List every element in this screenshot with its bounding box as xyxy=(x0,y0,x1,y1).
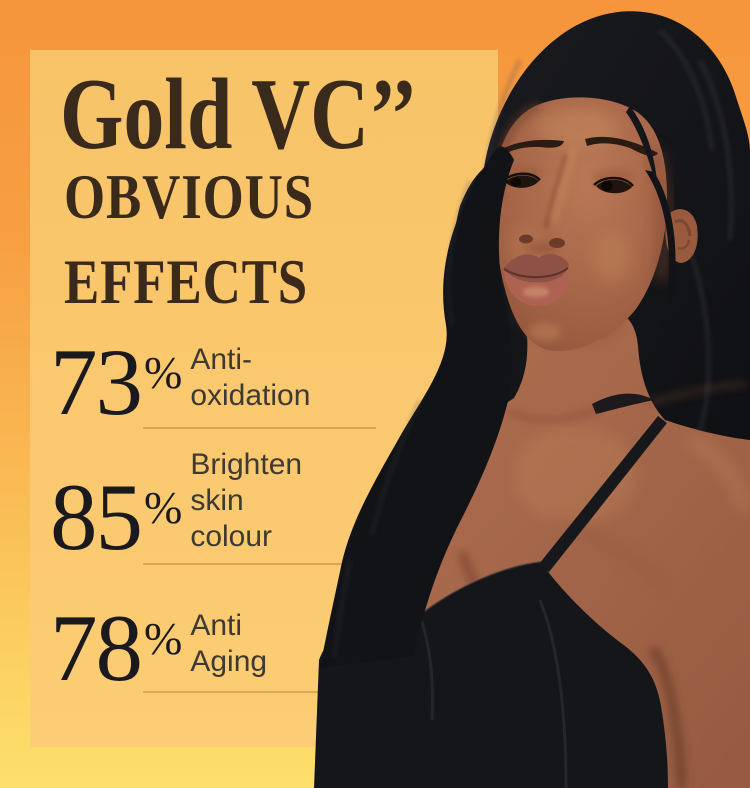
stat-value: 85 xyxy=(50,464,143,570)
stat-divider xyxy=(143,427,376,429)
stat-label-line: colour xyxy=(190,520,273,553)
stat-divider xyxy=(143,691,376,693)
stat-label-line: oxidation xyxy=(190,379,311,412)
stat-brighten-skin: 85 % Brighten skin colour xyxy=(50,448,302,570)
stat-divider xyxy=(143,563,376,565)
stat-label-line: Brighten xyxy=(190,448,303,481)
stat-label-line: Anti- xyxy=(190,343,253,376)
brand-title-text: Gold VC’’ xyxy=(60,58,418,171)
stat-value: 73 xyxy=(50,329,143,435)
headline-line-1: OBVIOUS xyxy=(64,166,362,229)
percent-sign: % xyxy=(144,482,183,533)
percent-sign: % xyxy=(144,613,183,664)
percent-sign: % xyxy=(144,347,183,398)
stat-label: Anti- oxidation xyxy=(190,342,310,414)
stat-label: Brighten skin colour xyxy=(190,447,302,555)
headline-line-2: EFFECTS xyxy=(64,251,355,314)
stat-anti-oxidation: 73 % Anti- oxidation xyxy=(50,335,310,430)
brand-title: Gold VC’’ xyxy=(60,64,507,166)
headline-line-1-text: OBVIOUS xyxy=(64,162,314,232)
stat-label-line: skin xyxy=(190,484,244,517)
stat-label: Anti Aging xyxy=(190,608,267,680)
stat-label-line: Aging xyxy=(190,645,268,678)
headline-line-2-text: EFFECTS xyxy=(64,247,309,317)
stat-anti-aging: 78 % Anti Aging xyxy=(50,601,267,696)
stat-value: 78 xyxy=(50,595,143,701)
stat-label-line: Anti xyxy=(190,609,243,642)
